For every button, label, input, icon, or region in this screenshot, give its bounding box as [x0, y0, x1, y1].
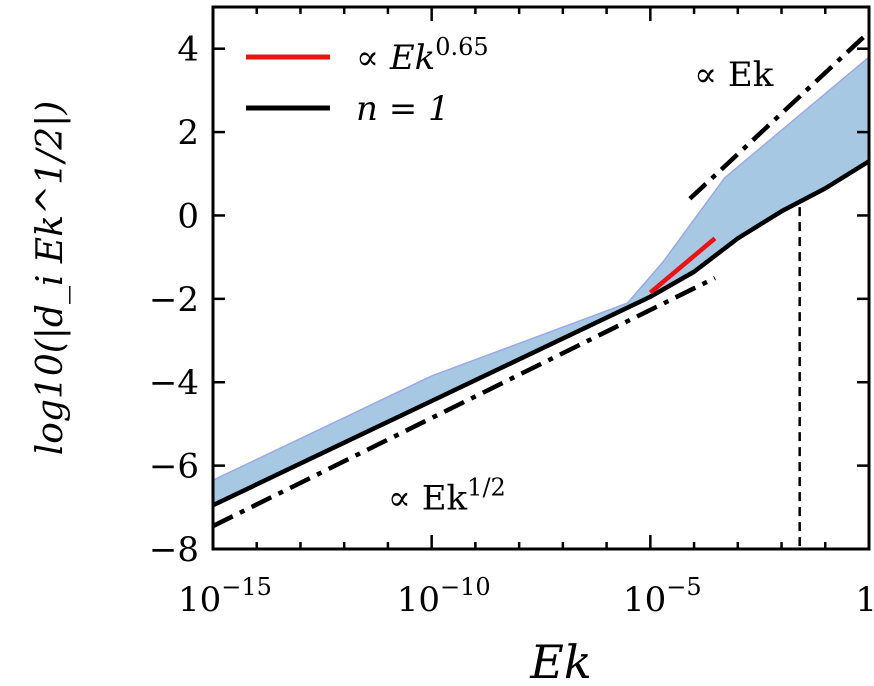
x-tick-label: 1: [855, 580, 874, 620]
y-tick-label: −8: [149, 530, 199, 570]
x-axis-label: Ek: [529, 635, 591, 686]
axes-frame: [211, 5, 871, 551]
y-tick-label: −6: [149, 447, 199, 487]
legend-entry: ∝ Ek0.65: [356, 33, 489, 78]
x-tick-base: 10: [623, 580, 666, 620]
x-tick-label: 10−5: [623, 573, 702, 620]
y-tick-label: −4: [149, 363, 199, 403]
x-tick-label: 10−15: [178, 573, 272, 620]
reference-line-1: [688, 30, 869, 201]
reference-line-0: [213, 275, 716, 529]
y-tick-label: 4: [177, 30, 199, 70]
series-line-1: [648, 236, 717, 295]
x-tick-exponent: −5: [666, 573, 701, 601]
annotation-label: ∝ Ek: [694, 55, 774, 95]
annotation-sup: 1/2: [467, 473, 506, 501]
y-axis-label: log10(|d_i Ek^1/2|): [30, 101, 71, 456]
x-tick-label: 10−10: [397, 573, 491, 620]
shaded-band: [213, 57, 869, 506]
y-tick-label: 0: [177, 196, 199, 236]
legend: ∝ Ek0.65 n = 1: [246, 33, 489, 129]
x-tick-exponent: −15: [221, 573, 272, 601]
band-upper-edge: [213, 56, 869, 481]
legend-label: n = 1: [356, 89, 450, 129]
annotation-label: ∝ Ek1/2: [388, 473, 506, 518]
annotation-text: ∝ Ek: [388, 478, 468, 518]
legend-entry: n = 1: [356, 89, 450, 129]
legend-label-sup: 0.65: [435, 33, 488, 61]
x-tick-base: 10: [397, 580, 440, 620]
legend-label: ∝ Ek: [356, 38, 435, 78]
annotation-text: ∝ Ek: [694, 55, 774, 95]
x-tick-base: 10: [178, 580, 221, 620]
y-tick-label: 2: [177, 113, 199, 153]
axes: 420−2−4−6−810−15 10−10 10−5 1: [149, 5, 874, 620]
axis-labels: Ek log10(|d_i Ek^1/2|): [30, 101, 592, 686]
series-line-0: [213, 159, 869, 508]
x-tick-exponent: −10: [440, 573, 491, 601]
plot-area: [213, 30, 869, 549]
y-tick-label: −2: [149, 280, 199, 320]
